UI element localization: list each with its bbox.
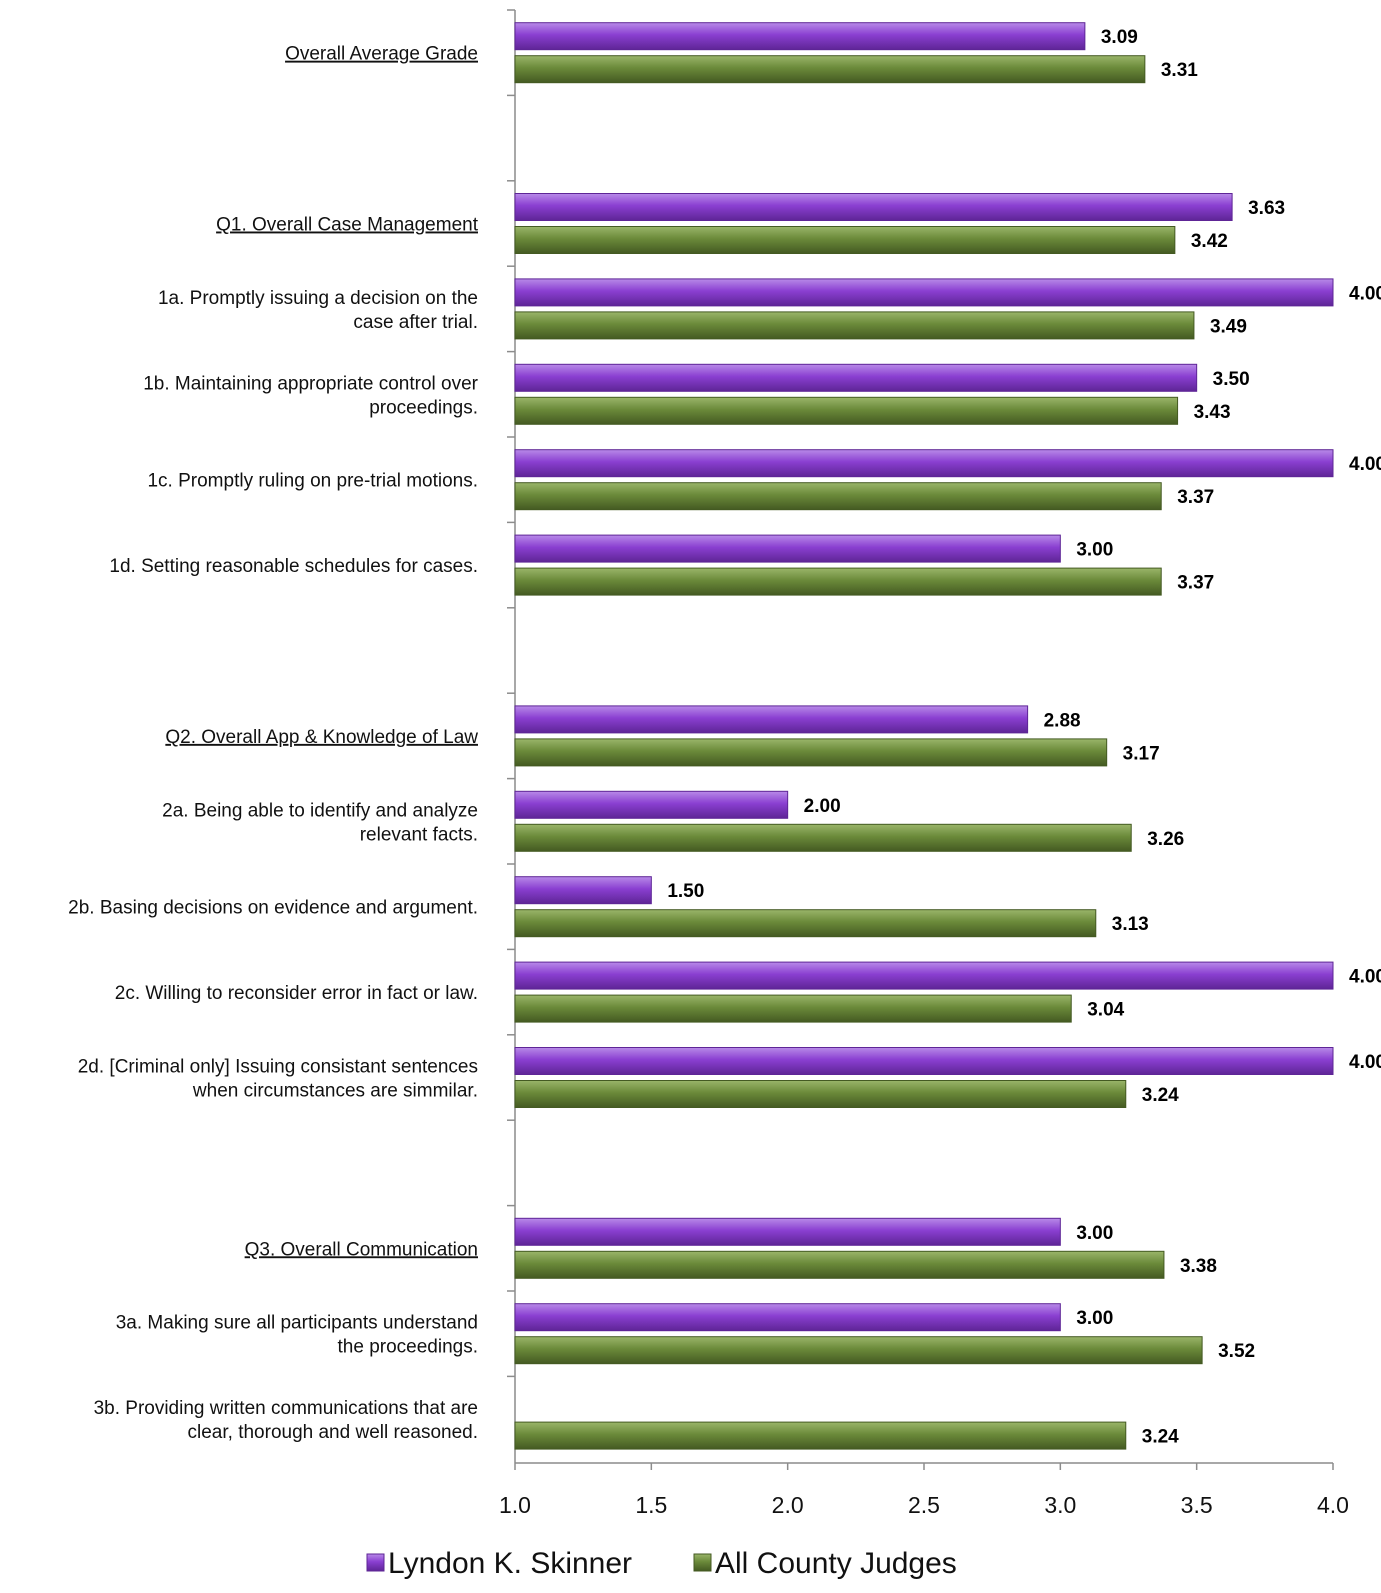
bar-all-judges [514,226,1176,254]
x-tick-label: 2.0 [772,1492,804,1518]
bar-all-judges [514,482,1162,511]
category-label: 1c. Promptly ruling on pre-trial motions… [147,471,478,492]
category-label: when circumstances are simmilar. [192,1081,478,1102]
category-label: 3a. Making sure all participants underst… [116,1313,478,1334]
bar-all-judges [514,909,1097,938]
bar-all-judges [514,1336,1203,1365]
section-heading-label: Q3. Overall Communication [245,1239,478,1260]
bar-all-judges [514,567,1162,596]
bar-all-judges [514,823,1132,852]
x-tick-label: 4.0 [1317,1492,1349,1518]
category-label: relevant facts. [360,824,478,845]
legend-swatch-judge [366,1553,385,1572]
bar-judge [514,705,1029,734]
x-tick-label: 3.0 [1044,1492,1076,1518]
data-label-all-judges: 3.38 [1180,1256,1217,1277]
bar-all-judges [514,1080,1127,1108]
x-tick-label: 1.0 [499,1492,531,1518]
category-label: 1d. Setting reasonable schedules for cas… [109,556,478,577]
bar-all-judges [514,311,1195,340]
data-label-judge: 3.00 [1076,1223,1113,1244]
data-label-judge: 1.50 [667,881,704,902]
category-label: 2b. Basing decisions on evidence and arg… [68,898,478,919]
plot-area: 1.0 1.5 2.0 2.5 3.0 3.5 4.0 Overall Average Gra… [68,9,1381,1518]
bar-all-judges [514,1250,1165,1279]
category-label: proceedings. [369,397,478,418]
bar-judge [514,449,1334,478]
bar-judge [514,534,1061,563]
data-label-judge: 4.00 [1349,967,1381,988]
category-label: 2a. Being able to identify and analyze [162,800,478,821]
data-label-judge: 2.88 [1044,710,1081,731]
x-tick-label: 3.5 [1181,1492,1213,1518]
data-label-all-judges: 3.04 [1087,1000,1124,1021]
x-tick-label: 1.5 [635,1492,667,1518]
bar-all-judges [514,1421,1127,1450]
data-label-all-judges: 3.49 [1210,316,1247,337]
category-label: clear, thorough and well reasoned. [188,1422,478,1443]
bar-judge [514,961,1334,990]
category-label: 1b. Maintaining appropriate control over [143,373,478,394]
legend: Lyndon K. Skinner All County Judges [366,1547,957,1580]
data-label-all-judges: 3.24 [1142,1085,1179,1106]
section-heading-label: Q1. Overall Case Management [216,215,479,236]
data-label-judge: 3.63 [1248,198,1285,219]
category-label: case after trial. [353,312,478,333]
data-label-all-judges: 3.42 [1191,231,1228,252]
x-tick-label: 2.5 [908,1492,940,1518]
data-label-all-judges: 3.37 [1177,573,1214,594]
bar-judge [514,1303,1061,1332]
category-label: the proceedings. [338,1337,479,1358]
bar-all-judges [514,396,1179,425]
category-label: 3b. Providing written communications tha… [94,1398,478,1419]
data-label-judge: 2.00 [804,796,841,817]
data-label-judge: 4.00 [1349,1052,1381,1073]
section-heading-label: Q2. Overall App & Knowledge of Law [165,727,478,748]
bar-judge [514,876,652,905]
bar-all-judges [514,994,1072,1023]
data-label-judge: 3.00 [1076,1308,1113,1329]
section-heading-label: Overall Average Grade [285,44,478,65]
data-label-all-judges: 3.24 [1142,1427,1179,1448]
data-label-all-judges: 3.37 [1177,487,1214,508]
data-label-all-judges: 3.17 [1123,743,1160,764]
data-label-all-judges: 3.43 [1194,402,1231,423]
bar-judge [514,193,1233,221]
category-label: 1a. Promptly issuing a decision on the [158,288,478,309]
bar-all-judges [514,55,1146,84]
data-label-all-judges: 3.31 [1161,60,1198,81]
bar-judge [514,278,1334,307]
legend-label-judge: Lyndon K. Skinner [388,1547,632,1580]
bar-judge [514,22,1086,51]
category-label: 2c. Willing to reconsider error in fact … [115,983,478,1004]
data-label-judge: 3.00 [1076,540,1113,561]
bar-all-judges [514,738,1108,767]
data-label-judge: 4.00 [1349,283,1381,304]
data-label-all-judges: 3.26 [1147,829,1184,850]
data-label-judge: 3.50 [1213,369,1250,390]
bar-judge [514,1047,1334,1075]
data-label-all-judges: 3.52 [1218,1341,1255,1362]
legend-label-all: All County Judges [715,1547,957,1580]
legend-swatch-all [693,1553,712,1572]
data-label-all-judges: 3.13 [1112,914,1149,935]
data-label-judge: 3.09 [1101,27,1138,48]
bar-judge [514,1217,1061,1246]
bar-judge [514,363,1198,392]
bar-judge [514,790,789,819]
data-label-judge: 4.00 [1349,454,1381,475]
category-label: 2d. [Criminal only] Issuing consistant s… [78,1057,478,1078]
